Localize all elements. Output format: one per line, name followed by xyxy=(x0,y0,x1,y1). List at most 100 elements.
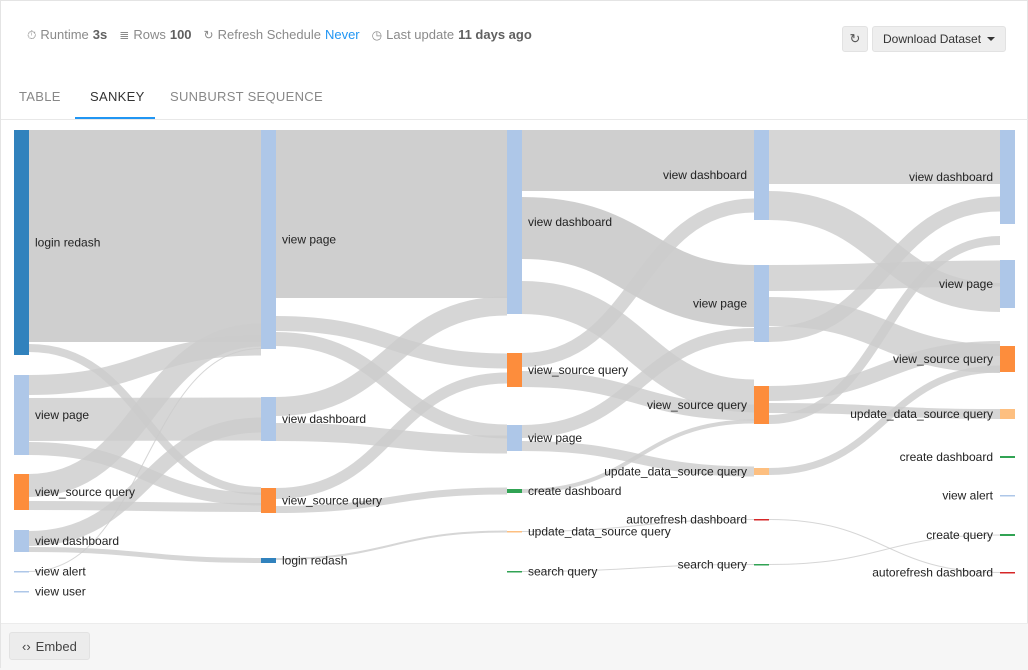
sankey-node-view-alert[interactable] xyxy=(14,571,29,573)
sankey-node-autorefresh-dashboard[interactable] xyxy=(754,519,769,521)
sankey-node-view-dashboard[interactable] xyxy=(14,530,29,552)
sankey-node-label: view user xyxy=(35,585,86,599)
sankey-node-view-source-query[interactable] xyxy=(14,474,29,510)
sankey-node-view-page[interactable] xyxy=(1000,260,1015,308)
sankey-node-label: update_data_source query xyxy=(604,465,747,479)
sankey-link[interactable] xyxy=(521,281,755,413)
runtime-label: Runtime xyxy=(40,27,89,42)
sankey-node-label: view_source query xyxy=(647,398,747,412)
sankey-node-label: view_source query xyxy=(35,485,135,499)
tab-sunburst-sequence[interactable]: SUNBURST SEQUENCE xyxy=(170,89,323,104)
sankey-node-view-dashboard[interactable] xyxy=(1000,130,1015,224)
sankey-link[interactable] xyxy=(521,419,755,493)
sankey-link[interactable] xyxy=(768,365,1001,475)
sankey-node-create-dashboard[interactable] xyxy=(507,489,522,493)
sankey-chart: login redash view page view_source query vi… xyxy=(14,129,1015,599)
sankey-node-label: view page xyxy=(282,233,336,247)
sankey-node-view-dashboard[interactable] xyxy=(507,130,522,314)
sankey-node-create-dashboard[interactable] xyxy=(1000,456,1015,458)
sankey-node-view-page[interactable] xyxy=(261,130,276,349)
sankey-node-view-source-query[interactable] xyxy=(261,488,276,513)
sankey-node-label: create dashboard xyxy=(900,450,993,464)
clock-icon: ◷ xyxy=(371,27,383,42)
query-meta: ⏱ Runtime 3s ≣ Rows 100 ↻ Refresh Schedu… xyxy=(27,27,532,42)
sankey-node-update-data-source-query[interactable] xyxy=(1000,409,1015,419)
sankey-node-autorefresh-dashboard[interactable] xyxy=(1000,572,1015,574)
sankey-node-label: view dashboard xyxy=(663,168,747,182)
tab-table[interactable]: TABLE xyxy=(19,89,61,104)
sankey-link[interactable] xyxy=(521,519,755,532)
embed-button[interactable]: ‹› Embed xyxy=(9,632,90,660)
last-update-label: Last update xyxy=(386,27,455,42)
sankey-node-label: view page xyxy=(528,431,582,445)
sankey-node-create-query[interactable] xyxy=(1000,534,1015,536)
sankey-node-label: login redash xyxy=(282,554,347,568)
card-footer: ‹› Embed xyxy=(1,623,1028,670)
sankey-nodes xyxy=(14,130,1015,593)
sankey-link[interactable] xyxy=(275,316,508,369)
sankey-node-search-query[interactable] xyxy=(507,571,522,573)
refresh-schedule-info: ↻ Refresh Schedule Never xyxy=(204,27,360,42)
sankey-link[interactable] xyxy=(275,487,508,513)
sankey-link[interactable] xyxy=(28,348,262,572)
sankey-link[interactable] xyxy=(521,328,755,438)
sankey-link[interactable] xyxy=(768,236,1001,424)
sankey-node-label: update_data_source query xyxy=(850,407,993,421)
sankey-node-view-page[interactable] xyxy=(507,425,522,451)
sankey-node-label: autorefresh dashboard xyxy=(626,513,747,527)
refresh-button[interactable]: ↻ xyxy=(842,26,868,52)
sankey-node-update-data-source-query[interactable] xyxy=(507,531,522,533)
sankey-link[interactable] xyxy=(768,191,1001,312)
sankey-node-view-page[interactable] xyxy=(754,265,769,342)
sankey-node-view-source-query[interactable] xyxy=(507,353,522,387)
sankey-node-view-source-query[interactable] xyxy=(754,386,769,424)
sankey-node-label: view page xyxy=(35,408,89,422)
sankey-node-label: view page xyxy=(939,277,993,291)
sankey-link[interactable] xyxy=(521,564,755,572)
runtime-info: ⏱ Runtime 3s xyxy=(27,27,107,42)
sankey-node-login-redash[interactable] xyxy=(261,558,276,563)
sankey-node-login-redash[interactable] xyxy=(14,130,29,355)
sankey-link[interactable] xyxy=(28,417,262,546)
sankey-link[interactable] xyxy=(521,197,755,327)
sankey-link[interactable] xyxy=(275,530,508,560)
sankey-node-label: view dashboard xyxy=(35,534,119,548)
sankey-link[interactable] xyxy=(28,501,262,512)
refresh-icon: ↻ xyxy=(849,31,861,46)
sankey-link[interactable] xyxy=(275,332,508,439)
sankey-link[interactable] xyxy=(275,372,508,499)
sankey-node-update-data-source-query[interactable] xyxy=(754,468,769,475)
sankey-link[interactable] xyxy=(275,296,508,416)
sankey-node-view-alert[interactable] xyxy=(1000,495,1015,497)
rows-info: ≣ Rows 100 xyxy=(119,27,191,42)
sankey-node-label: autorefresh dashboard xyxy=(872,566,993,580)
sankey-link[interactable] xyxy=(768,534,1001,565)
download-dataset-button[interactable]: Download Dataset xyxy=(872,26,1007,52)
last-update-value: 11 days ago xyxy=(458,27,532,42)
sankey-link[interactable] xyxy=(521,371,755,421)
sankey-node-view-dashboard[interactable] xyxy=(754,130,769,220)
sankey-node-view-user[interactable] xyxy=(14,591,29,593)
embed-label: Embed xyxy=(35,638,77,654)
sankey-node-label: view page xyxy=(693,297,747,311)
refresh-schedule-link[interactable]: Never xyxy=(324,27,360,42)
sankey-node-view-page[interactable] xyxy=(14,375,29,455)
sankey-link[interactable] xyxy=(521,441,755,477)
caret-down-icon xyxy=(987,37,996,41)
sankey-link[interactable] xyxy=(768,341,1001,401)
sankey-link[interactable] xyxy=(28,323,262,497)
sankey-node-label: login redash xyxy=(35,236,100,250)
sankey-node-view-dashboard[interactable] xyxy=(261,397,276,441)
sankey-link[interactable] xyxy=(768,519,1001,573)
sankey-link[interactable] xyxy=(768,196,1001,342)
sankey-link[interactable] xyxy=(521,198,755,367)
sankey-node-label: search query xyxy=(528,565,597,579)
sankey-node-label: view_source query xyxy=(528,363,628,377)
sankey-node-label: create query xyxy=(926,528,993,542)
sankey-node-search-query[interactable] xyxy=(754,564,769,566)
tab-sankey[interactable]: SANKEY xyxy=(90,89,145,104)
sankey-link[interactable] xyxy=(28,547,262,563)
code-icon: ‹› xyxy=(22,638,31,654)
sankey-node-label: search query xyxy=(678,558,747,572)
sankey-node-view-source-query[interactable] xyxy=(1000,346,1015,372)
